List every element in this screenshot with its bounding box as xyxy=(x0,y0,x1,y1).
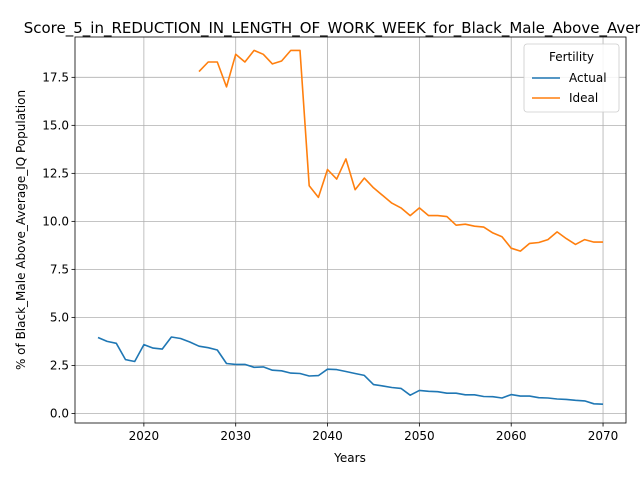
x-tick-label: 2070 xyxy=(588,429,619,443)
y-axis: 0.0 2.5 5.0 7.5 10.0 12.5 15.0 17.5 xyxy=(42,70,75,420)
series-line-ideal xyxy=(198,49,603,252)
plot-area xyxy=(74,36,627,424)
y-tick-label: 15.0 xyxy=(42,118,69,132)
chart-title: Score_5_in_REDUCTION_IN_LENGTH_OF_WORK_W… xyxy=(24,19,640,38)
x-tick-label: 2030 xyxy=(220,429,251,443)
plot-frame xyxy=(74,36,627,424)
y-tick-label: 0.0 xyxy=(50,406,69,420)
x-axis: 2020 2030 2040 2050 2060 2070 xyxy=(129,423,619,443)
y-tick-label: 10.0 xyxy=(42,214,69,228)
y-tick-label: 2.5 xyxy=(50,358,69,372)
y-tick-label: 7.5 xyxy=(50,262,69,276)
x-axis-label: Years xyxy=(333,451,366,465)
legend-label-actual: Actual xyxy=(569,71,607,85)
y-tick-label: 17.5 xyxy=(42,70,69,84)
x-tick-label: 2050 xyxy=(404,429,435,443)
legend-label-ideal: Ideal xyxy=(569,91,598,105)
legend-box xyxy=(523,43,620,113)
y-tick-label: 5.0 xyxy=(50,310,69,324)
x-tick-label: 2020 xyxy=(129,429,160,443)
series-line-actual xyxy=(97,336,604,405)
grid-lines xyxy=(75,37,626,423)
x-tick-label: 2060 xyxy=(496,429,527,443)
x-tick-label: 2040 xyxy=(312,429,343,443)
legend: Fertility Actual Ideal xyxy=(523,43,620,113)
y-axis-label: % of Black_Male Above_Average_IQ Populat… xyxy=(14,90,28,370)
y-tick-label: 12.5 xyxy=(42,166,69,180)
legend-title: Fertility xyxy=(549,50,594,64)
